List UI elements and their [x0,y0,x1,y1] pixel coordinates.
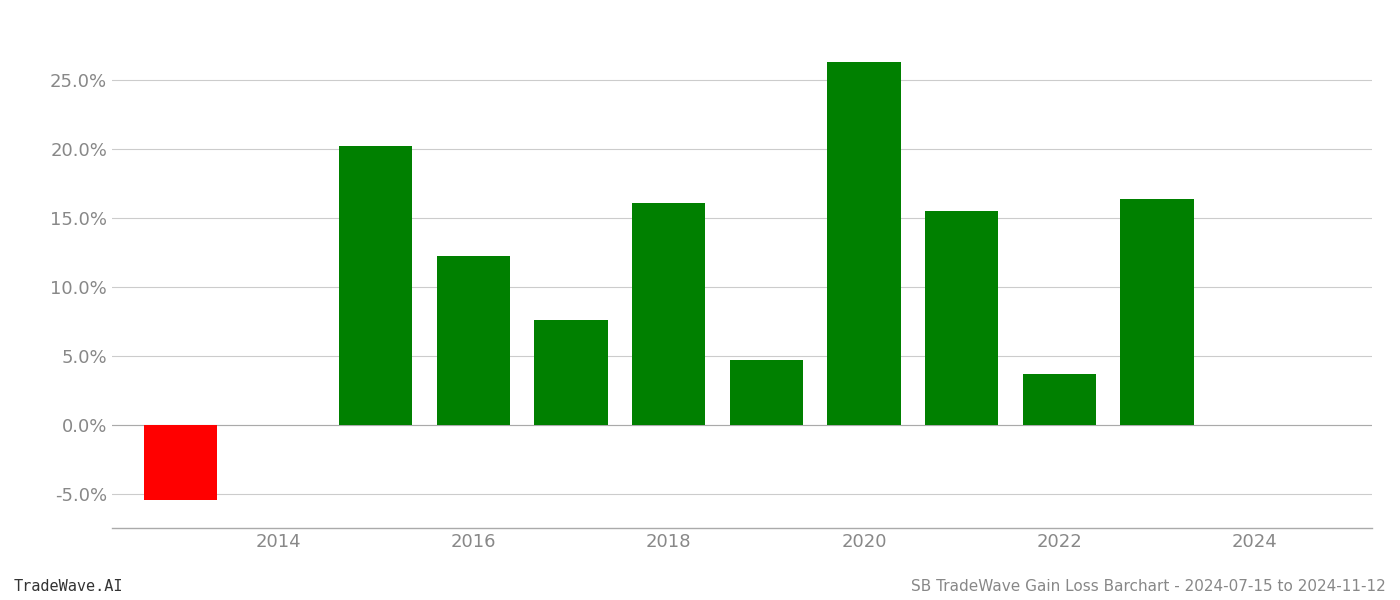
Bar [729,360,804,425]
Bar [1120,199,1194,425]
Bar [925,211,998,425]
Bar [437,256,510,425]
Bar [1023,374,1096,425]
Bar [339,146,413,425]
Bar [633,203,706,425]
Text: SB TradeWave Gain Loss Barchart - 2024-07-15 to 2024-11-12: SB TradeWave Gain Loss Barchart - 2024-0… [911,579,1386,594]
Text: TradeWave.AI: TradeWave.AI [14,579,123,594]
Bar [535,320,608,425]
Bar [827,62,900,425]
Bar [144,425,217,500]
